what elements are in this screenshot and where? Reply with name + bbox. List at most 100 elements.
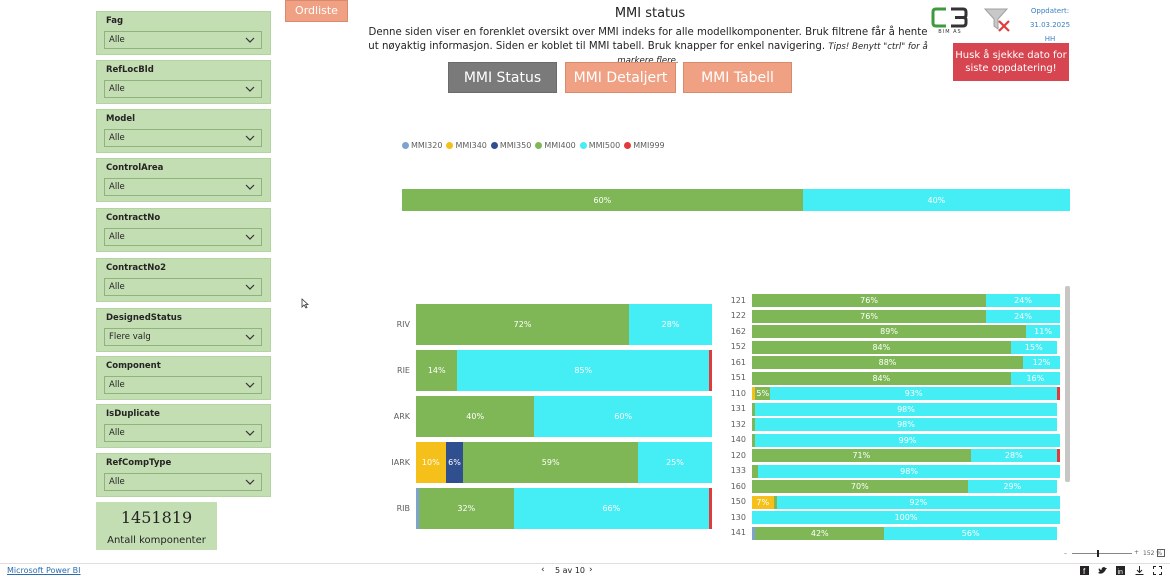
bar-segment-mmi500[interactable]: 24% — [986, 309, 1060, 323]
fullscreen-icon[interactable] — [1153, 566, 1162, 578]
download-icon[interactable] — [1135, 566, 1144, 578]
stacked-bar[interactable]: 98% — [752, 402, 1060, 416]
bar-segment-mmi500[interactable]: 28% — [970, 449, 1057, 462]
bar-segment-mmi400[interactable]: 76% — [752, 294, 987, 307]
bar-segment-mmi500[interactable]: 100% — [752, 511, 1060, 524]
stacked-bar[interactable]: 42% 56% — [752, 526, 1060, 540]
stacked-bar[interactable]: 72% 28% — [416, 304, 712, 345]
slicer-dropdown[interactable]: Alle — [104, 31, 262, 49]
mmi-status-button[interactable]: MMI Status — [448, 62, 557, 93]
bar-segment-mmi999[interactable] — [709, 350, 712, 391]
bar-segment-mmi500[interactable]: 98% — [755, 402, 1057, 416]
bar-segment-mmi400[interactable] — [752, 433, 756, 447]
stacked-bar[interactable]: 10% 6% 59% 25% — [416, 442, 712, 483]
bar-segment-mmi500[interactable]: 40% — [802, 189, 1070, 211]
stacked-bar[interactable]: 70% 29% — [752, 480, 1060, 493]
slicer-dropdown[interactable]: Alle — [104, 424, 262, 442]
bar-segment-mmi500[interactable]: 11% — [1026, 325, 1060, 338]
stacked-bar[interactable]: 84% 15% — [752, 340, 1060, 354]
bar-segment-mmi400[interactable]: 88% — [752, 356, 1024, 369]
bar-segment-mmi500[interactable]: 12% — [1023, 356, 1060, 369]
bar-segment-mmi400[interactable] — [773, 495, 777, 509]
bar-segment-mmi500[interactable]: 99% — [755, 433, 1060, 447]
bar-segment-mmi400[interactable] — [752, 418, 756, 431]
bar-segment-mmi500[interactable]: 92% — [776, 495, 1060, 509]
bar-segment-mmi500[interactable]: 28% — [629, 304, 712, 345]
ordliste-button[interactable]: Ordliste — [285, 0, 348, 22]
bar-segment-mmi320[interactable] — [416, 488, 419, 529]
slicer-dropdown[interactable]: Alle — [104, 228, 262, 246]
zoom-in-icon[interactable]: + — [1134, 549, 1140, 556]
bar-segment-mmi400[interactable]: 5% — [755, 387, 771, 400]
slicer-dropdown[interactable]: Alle — [104, 80, 262, 98]
chart-scrollbar[interactable] — [1065, 286, 1070, 482]
bar-segment-mmi500[interactable]: 98% — [758, 464, 1060, 478]
legend-item[interactable]: MMI340 — [446, 141, 487, 150]
bar-segment-mmi500[interactable]: 56% — [884, 526, 1057, 540]
bar-segment-mmi340[interactable]: 7% — [752, 495, 774, 509]
zoom-thumb[interactable] — [1097, 550, 1099, 557]
stacked-bar[interactable]: 88% 12% — [752, 356, 1060, 369]
bar-segment-mmi400[interactable]: 84% — [752, 340, 1011, 354]
slicer-dropdown[interactable]: Alle — [104, 473, 262, 491]
stacked-bar[interactable]: 99% — [752, 433, 1060, 447]
bar-segment-mmi500[interactable]: 93% — [770, 387, 1057, 400]
bar-segment-mmi400[interactable]: 14% — [416, 350, 458, 391]
clear-filters-icon[interactable] — [983, 6, 1013, 34]
stacked-bar[interactable]: 89% 11% — [752, 325, 1060, 338]
stacked-bar[interactable]: 60% 40% — [402, 189, 1070, 211]
stacked-bar[interactable]: 71% 28% — [752, 449, 1060, 462]
legend-item[interactable]: MMI999 — [624, 141, 665, 150]
bar-segment-mmi500[interactable]: 25% — [637, 442, 712, 483]
bar-segment-mmi500[interactable]: 15% — [1010, 340, 1057, 354]
mmi-detaljert-button[interactable]: MMI Detaljert — [565, 62, 676, 93]
facebook-icon[interactable]: f — [1080, 566, 1089, 578]
prev-page-icon[interactable]: ‹ — [541, 565, 545, 575]
bar-segment-mmi500[interactable]: 29% — [967, 480, 1057, 493]
bar-segment-mmi500[interactable]: 85% — [457, 350, 710, 391]
bar-segment-mmi999[interactable] — [709, 488, 712, 529]
zoom-slider[interactable] — [1072, 553, 1132, 554]
mmi-tabell-button[interactable]: MMI Tabell — [683, 62, 792, 93]
bar-segment-mmi400[interactable]: 71% — [752, 449, 971, 462]
slicer-dropdown[interactable]: Flere valg — [104, 328, 262, 346]
bar-segment-mmi400[interactable]: 42% — [755, 526, 885, 540]
bar-segment-mmi350[interactable]: 6% — [445, 442, 464, 483]
stacked-bar[interactable]: 7% 92% — [752, 495, 1060, 509]
bar-segment-mmi400[interactable]: 70% — [752, 480, 968, 493]
bar-segment-mmi999[interactable] — [1056, 449, 1060, 462]
slicer-dropdown[interactable]: Alle — [104, 278, 262, 296]
next-page-icon[interactable]: › — [589, 565, 593, 575]
stacked-bar[interactable]: 14% 85% — [416, 350, 712, 391]
legend-item[interactable]: MMI400 — [535, 141, 576, 150]
powerbi-link[interactable]: Microsoft Power BI — [7, 566, 81, 575]
bar-segment-mmi400[interactable]: 32% — [418, 488, 514, 529]
stacked-bar[interactable]: 40% 60% — [416, 396, 712, 437]
slicer-dropdown[interactable]: Alle — [104, 376, 262, 394]
bar-segment-mmi500[interactable]: 24% — [986, 294, 1060, 307]
bar-segment-mmi320[interactable] — [752, 526, 756, 540]
slicer-dropdown[interactable]: Alle — [104, 129, 262, 147]
stacked-bar[interactable]: 98% — [752, 464, 1060, 478]
stacked-bar[interactable]: 76% 24% — [752, 309, 1060, 323]
zoom-out-icon[interactable]: – — [1064, 550, 1067, 557]
bar-segment-mmi500[interactable]: 60% — [534, 396, 712, 437]
stacked-bar[interactable]: 84% 16% — [752, 371, 1060, 385]
legend-item[interactable]: MMI350 — [490, 141, 531, 150]
linkedin-icon[interactable]: in — [1116, 566, 1125, 578]
stacked-bar[interactable]: 32% 66% — [416, 488, 712, 529]
slicer-dropdown[interactable]: Alle — [104, 178, 262, 196]
twitter-icon[interactable] — [1098, 566, 1107, 578]
bar-segment-mmi400[interactable]: 76% — [752, 309, 987, 323]
bar-segment-mmi500[interactable]: 16% — [1010, 371, 1060, 385]
bar-segment-mmi340[interactable] — [752, 387, 756, 400]
zoom-control[interactable]: – + 152 % — [1064, 549, 1165, 557]
legend-item[interactable]: MMI320 — [402, 141, 442, 150]
bar-segment-mmi500[interactable]: 66% — [513, 488, 710, 529]
bar-segment-mmi500[interactable]: 98% — [755, 418, 1057, 431]
bar-segment-mmi400[interactable] — [752, 464, 759, 478]
bar-segment-mmi999[interactable] — [1056, 387, 1060, 400]
fit-page-icon[interactable] — [1157, 549, 1165, 557]
bar-segment-mmi400[interactable]: 40% — [416, 396, 535, 437]
stacked-bar[interactable]: 5% 93% — [752, 387, 1060, 400]
